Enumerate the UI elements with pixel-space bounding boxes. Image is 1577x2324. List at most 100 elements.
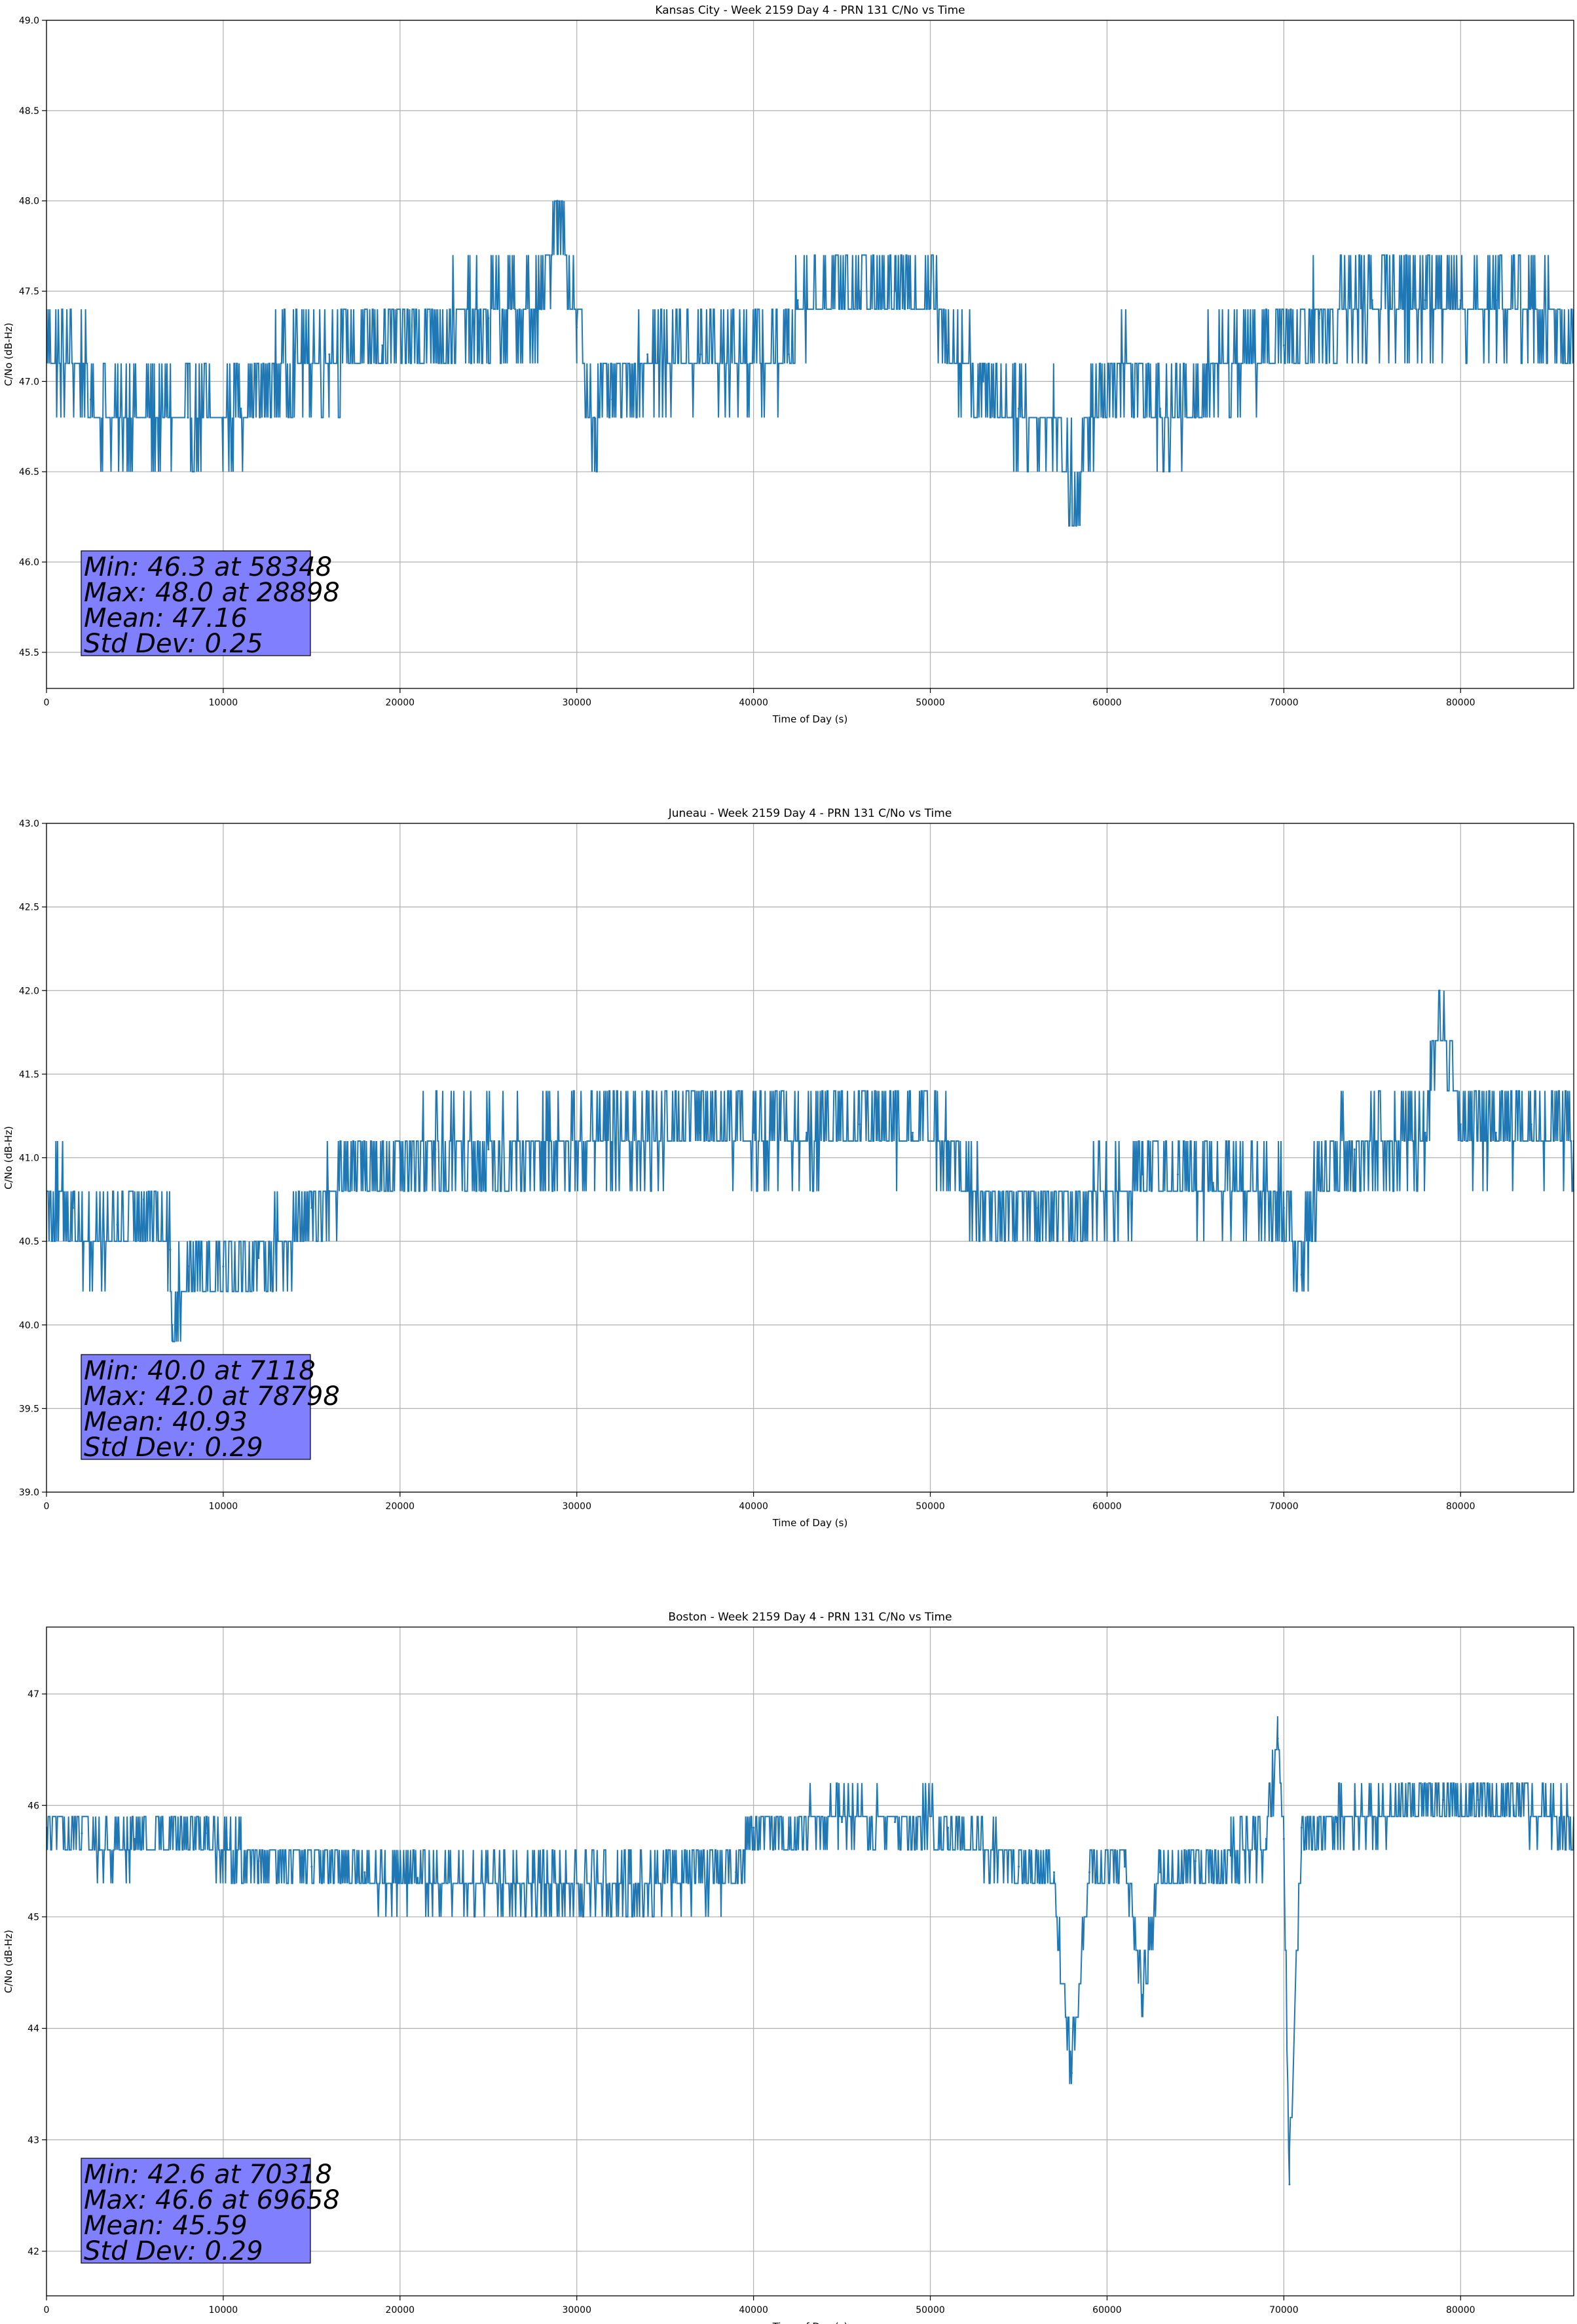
data-point bbox=[1424, 299, 1426, 301]
data-point bbox=[523, 1882, 525, 1884]
chart-title: Kansas City - Week 2159 Day 4 - PRN 131 … bbox=[655, 4, 965, 17]
data-point bbox=[169, 1248, 172, 1251]
data-point bbox=[796, 299, 799, 301]
data-point bbox=[1459, 299, 1462, 301]
data-point bbox=[171, 1324, 174, 1326]
y-tick-label: 43 bbox=[28, 2135, 39, 2146]
data-point bbox=[593, 1140, 596, 1142]
data-point bbox=[257, 1860, 260, 1862]
data-point bbox=[434, 326, 437, 329]
data-point bbox=[222, 416, 225, 419]
data-point bbox=[912, 1131, 914, 1134]
x-tick-label: 0 bbox=[44, 2305, 50, 2315]
data-point bbox=[752, 353, 755, 356]
data-series bbox=[46, 1716, 1574, 2186]
data-point bbox=[240, 407, 242, 410]
data-point bbox=[1494, 299, 1497, 301]
y-tick-label: 43.0 bbox=[19, 819, 39, 829]
data-point bbox=[1000, 1207, 1002, 1209]
data-point bbox=[134, 1837, 136, 1840]
stats-line: Min: 46.3 at 58348 bbox=[84, 552, 332, 582]
data-point bbox=[611, 398, 614, 401]
data-point bbox=[841, 1821, 844, 1824]
x-tick-label: 80000 bbox=[1446, 698, 1475, 708]
data-point bbox=[1159, 407, 1161, 410]
data-point bbox=[1371, 1815, 1373, 1818]
x-tick-label: 20000 bbox=[386, 2305, 415, 2315]
y-tick-label: 42 bbox=[28, 2247, 39, 2257]
chart-panel-3: 0 10000 20000 30000 40000 50000 60000 70000 8000… bbox=[3, 1611, 1574, 2324]
data-point bbox=[556, 200, 559, 202]
x-tick-label: 70000 bbox=[1269, 1501, 1299, 1512]
x-tick-label: 60000 bbox=[1092, 2305, 1122, 2315]
data-point bbox=[434, 1148, 437, 1151]
data-point bbox=[1265, 1837, 1267, 1840]
x-tick-label: 70000 bbox=[1269, 698, 1299, 708]
x-tick-label: 0 bbox=[44, 698, 50, 708]
data-point bbox=[1212, 1182, 1214, 1184]
y-tick-label: 46.0 bbox=[19, 557, 39, 568]
data-point bbox=[1512, 1804, 1515, 1807]
data-point bbox=[752, 1826, 755, 1829]
y-tick-label: 45 bbox=[28, 1912, 39, 1922]
data-point bbox=[540, 1148, 543, 1151]
data-point bbox=[293, 353, 295, 356]
x-tick-label: 50000 bbox=[916, 698, 945, 708]
data-point bbox=[1105, 1190, 1108, 1193]
data-point bbox=[823, 290, 826, 293]
data-point bbox=[1441, 1799, 1444, 1801]
data-point bbox=[629, 1882, 631, 1884]
data-point bbox=[1282, 1207, 1285, 1209]
data-point bbox=[487, 317, 490, 320]
x-tick-label: 30000 bbox=[562, 698, 591, 708]
data-point bbox=[1229, 1854, 1232, 1857]
data-point bbox=[81, 1832, 83, 1835]
data-point bbox=[257, 1257, 260, 1260]
data-point bbox=[806, 1131, 808, 1134]
x-tick-label: 30000 bbox=[562, 1501, 591, 1512]
series-line bbox=[46, 1716, 1574, 2184]
data-point bbox=[310, 1207, 313, 1209]
data-point bbox=[965, 1190, 967, 1193]
stats-line: Max: 42.0 at 78798 bbox=[84, 1381, 340, 1412]
data-point bbox=[699, 353, 702, 356]
y-axis-label: C/No (dB-Hz) bbox=[3, 1930, 14, 1993]
data-point bbox=[735, 1871, 737, 1873]
stats-line: Min: 40.0 at 7118 bbox=[84, 1356, 316, 1386]
data-point bbox=[1494, 1131, 1497, 1134]
data-point bbox=[1070, 1215, 1073, 1218]
chart-title: Boston - Week 2159 Day 4 - PRN 131 C/No … bbox=[668, 1611, 952, 1624]
data-point bbox=[929, 290, 932, 293]
data-point bbox=[1353, 1148, 1356, 1151]
data-point bbox=[1477, 1799, 1479, 1801]
data-point bbox=[1530, 299, 1532, 301]
chart-title: Juneau - Week 2159 Day 4 - PRN 131 C/No … bbox=[668, 807, 952, 820]
data-point bbox=[1282, 1837, 1285, 1840]
axes-frame bbox=[46, 20, 1574, 689]
stats-line: Max: 48.0 at 28898 bbox=[84, 578, 340, 608]
y-tick-label: 40.5 bbox=[19, 1237, 39, 1247]
data-point bbox=[1459, 1123, 1462, 1125]
data-point bbox=[142, 1198, 145, 1201]
data-point bbox=[1438, 989, 1441, 992]
y-axis-label: C/No (dB-Hz) bbox=[3, 323, 14, 386]
data-point bbox=[1335, 1821, 1338, 1824]
x-axis-label: Time of Day (s) bbox=[772, 2321, 848, 2324]
data-point bbox=[71, 1207, 74, 1209]
data-point bbox=[328, 353, 331, 356]
data-point bbox=[947, 344, 950, 347]
x-tick-label: 30000 bbox=[562, 2305, 591, 2315]
data-point bbox=[947, 1140, 950, 1142]
x-tick-label: 40000 bbox=[739, 1501, 768, 1512]
axes-frame bbox=[46, 1626, 1574, 2296]
data-point bbox=[1077, 506, 1079, 509]
data-point bbox=[89, 398, 92, 401]
data-point bbox=[1318, 317, 1320, 320]
data-point bbox=[222, 1848, 225, 1851]
x-tick-label: 0 bbox=[44, 1501, 50, 1512]
data-point bbox=[1194, 416, 1197, 419]
data-point bbox=[1035, 1207, 1037, 1209]
stats-line: Std Dev: 0.29 bbox=[84, 2236, 263, 2266]
data-point bbox=[788, 1826, 790, 1829]
